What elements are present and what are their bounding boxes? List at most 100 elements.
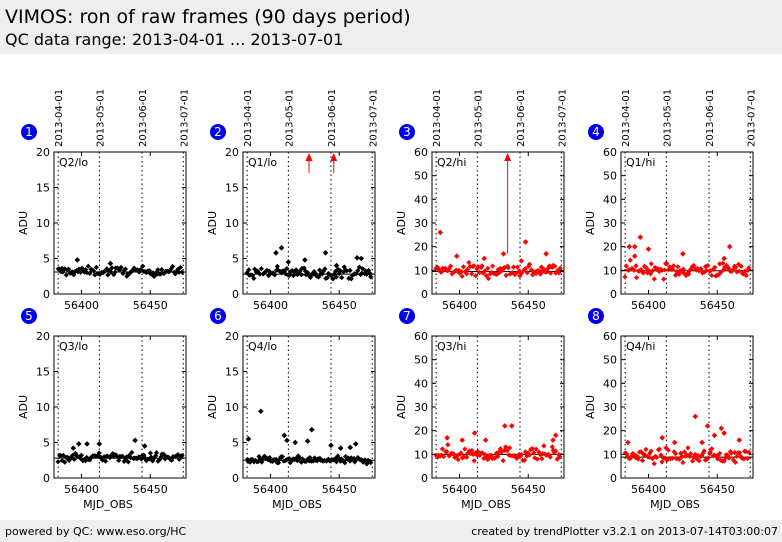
data-point — [627, 257, 633, 263]
data-point — [72, 450, 79, 456]
data-point — [493, 454, 499, 460]
data-point — [504, 448, 510, 454]
data-point — [445, 442, 451, 448]
data-point — [97, 271, 103, 278]
data-point — [525, 450, 531, 456]
data-point — [438, 269, 444, 275]
data-point — [518, 451, 525, 458]
data-point — [345, 455, 351, 461]
y-tick-label: 20 — [414, 425, 428, 438]
panel-number-label: 3 — [403, 125, 411, 139]
data-point — [246, 267, 252, 273]
data-point — [249, 456, 256, 463]
panel-number-badge — [210, 124, 226, 140]
data-point — [302, 268, 308, 274]
data-point — [665, 447, 671, 453]
data-point — [723, 262, 730, 269]
data-point — [745, 267, 751, 274]
data-point — [466, 448, 473, 454]
data-point — [496, 269, 503, 276]
data-point — [732, 459, 739, 465]
data-point — [715, 452, 722, 458]
data-point — [509, 270, 515, 276]
panel-number-label: 5 — [25, 309, 33, 323]
data-point — [688, 266, 694, 272]
data-point — [469, 271, 475, 277]
data-point — [330, 276, 336, 282]
data-point — [503, 272, 509, 278]
data-point — [550, 447, 556, 453]
data-point — [517, 273, 523, 279]
data-point — [670, 266, 676, 272]
data-point — [510, 264, 517, 270]
y-tick-label: 20 — [225, 146, 239, 159]
data-point — [524, 270, 530, 276]
panel-number-badge — [210, 308, 226, 324]
data-point — [512, 453, 518, 459]
data-point — [643, 446, 649, 452]
date-axis-label: 2013-04-01 — [243, 89, 254, 147]
data-point — [453, 253, 460, 259]
panel-label: Q1/hi — [626, 156, 655, 169]
data-point — [333, 274, 340, 280]
data-point — [158, 271, 164, 277]
data-point — [317, 267, 323, 273]
data-point — [55, 459, 61, 465]
data-point — [123, 454, 130, 460]
data-point — [298, 272, 305, 278]
data-point — [475, 449, 481, 455]
data-point — [279, 454, 285, 460]
data-point — [170, 263, 176, 270]
data-point — [258, 266, 264, 272]
data-point — [739, 455, 745, 461]
data-point — [362, 457, 368, 463]
data-point — [368, 460, 374, 466]
data-point — [347, 444, 354, 451]
y-tick-label: 10 — [414, 264, 428, 277]
data-point — [539, 269, 546, 275]
panel-label: Q1/lo — [248, 156, 277, 169]
data-point — [552, 263, 558, 269]
data-point — [549, 444, 555, 450]
data-point — [550, 437, 556, 443]
data-point — [658, 452, 664, 458]
y-tick-label: 20 — [225, 330, 239, 343]
data-point — [495, 453, 501, 459]
data-point — [703, 263, 709, 270]
data-point — [529, 445, 536, 452]
data-point — [545, 265, 551, 271]
data-point — [623, 263, 629, 269]
data-point — [705, 263, 711, 269]
data-point — [627, 455, 633, 462]
x-tick-label: 56400 — [631, 299, 666, 312]
y-tick-label: 20 — [603, 425, 617, 438]
data-point — [285, 259, 292, 265]
y-tick-label: 15 — [225, 182, 239, 195]
y-tick-label: 40 — [603, 193, 617, 206]
y-tick-label: 10 — [603, 264, 617, 277]
y-tick-label: 5 — [232, 437, 239, 450]
data-point — [287, 269, 293, 275]
x-tick-label: 56450 — [700, 299, 735, 312]
x-axis-label: MJD_OBS — [83, 498, 133, 511]
data-point — [726, 266, 732, 272]
data-point — [82, 267, 89, 273]
data-point — [541, 443, 547, 449]
data-point — [365, 457, 371, 463]
data-point — [680, 250, 686, 257]
panel-number-label: 6 — [214, 309, 222, 323]
data-point — [473, 273, 479, 279]
data-point — [274, 263, 280, 269]
x-tick-label: 56400 — [631, 483, 666, 496]
data-point — [322, 250, 329, 256]
data-point — [149, 458, 156, 464]
date-axis-label: 2013-06-01 — [705, 89, 716, 147]
date-axis-label: 2013-05-01 — [284, 89, 295, 147]
data-point — [553, 448, 559, 454]
data-point — [109, 265, 115, 271]
data-point — [297, 268, 303, 275]
data-point — [500, 250, 507, 257]
data-point — [533, 446, 539, 452]
data-point — [707, 268, 714, 274]
data-point — [667, 264, 673, 270]
